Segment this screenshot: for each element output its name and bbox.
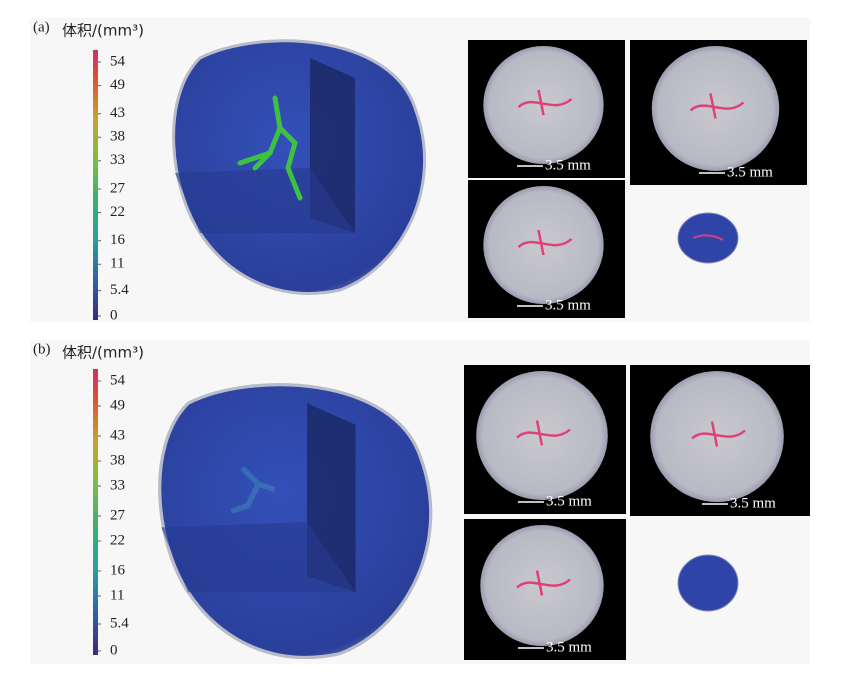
scale-bar-label: 3.5 mm [545, 297, 591, 313]
scale-bar-label: 3.5 mm [546, 639, 592, 655]
colorbar-tick-label: 38 [110, 129, 125, 145]
sample-thumbnail [677, 554, 739, 612]
colorbar-tick-label: 16 [110, 232, 126, 248]
colorbar [93, 369, 98, 655]
scale-bar-label: 3.5 mm [545, 157, 591, 173]
slice-fracture [517, 229, 573, 256]
cut-plane [175, 168, 355, 233]
colorbar-tick-label: 27 [110, 180, 126, 196]
scale-bar-label: 3.5 mm [730, 495, 776, 511]
colorbar-tick-label: 43 [110, 105, 125, 121]
colorbar-tick-label: 5.4 [110, 615, 129, 631]
colorbar-tick-label: 0 [110, 642, 118, 658]
colorbar-tick-label: 22 [110, 204, 125, 220]
slice-section [480, 525, 604, 646]
fracture [237, 95, 303, 201]
slice-fracture [689, 93, 745, 119]
colorbar-tick-label: 11 [110, 256, 124, 272]
slice-section [483, 186, 604, 304]
slice-section [650, 371, 784, 502]
colorbar-title: 体积/(mm³) [62, 344, 144, 362]
scale-bar-label: 3.5 mm [727, 164, 773, 180]
sample-thumbnail [677, 212, 739, 264]
colorbar-tick-label: 0 [110, 307, 118, 323]
colorbar-title: 体积/(mm³) [62, 22, 144, 40]
cut-plane [161, 522, 356, 593]
colorbar-tick-label: 54 [110, 372, 126, 388]
colorbar-tick-label: 54 [110, 53, 126, 69]
colorbar-tick-label: 16 [110, 562, 126, 578]
colorbar [93, 50, 98, 320]
fracture [230, 466, 276, 514]
colorbar-tick-label: 22 [110, 532, 125, 548]
slice-section [476, 371, 608, 500]
slice-fracture [691, 421, 746, 447]
colorbar-tick-label: 49 [110, 77, 125, 93]
colorbar-tick-label: 33 [110, 477, 125, 493]
colorbar-tick-label: 38 [110, 452, 125, 468]
colorbar-tick-label: 11 [110, 587, 124, 603]
panel-label: (b) [33, 341, 51, 357]
thumbnail-fracture [692, 234, 724, 241]
colorbar-tick-label: 27 [110, 507, 126, 523]
colorbar-tick-label: 43 [110, 427, 125, 443]
slice-fracture [517, 89, 573, 116]
scale-bar-label: 3.5 mm [546, 493, 592, 509]
slice-fracture [516, 570, 571, 596]
colorbar-tick-label: 5.4 [110, 282, 129, 298]
panel-label: (a) [33, 19, 50, 35]
slice-section [651, 46, 780, 171]
sample-3d [158, 383, 433, 659]
sample-3d [172, 39, 426, 295]
colorbar-tick-label: 49 [110, 397, 125, 413]
slice-fracture [516, 420, 571, 446]
colorbar-tick-label: 33 [110, 152, 125, 168]
slice-section [483, 46, 604, 164]
